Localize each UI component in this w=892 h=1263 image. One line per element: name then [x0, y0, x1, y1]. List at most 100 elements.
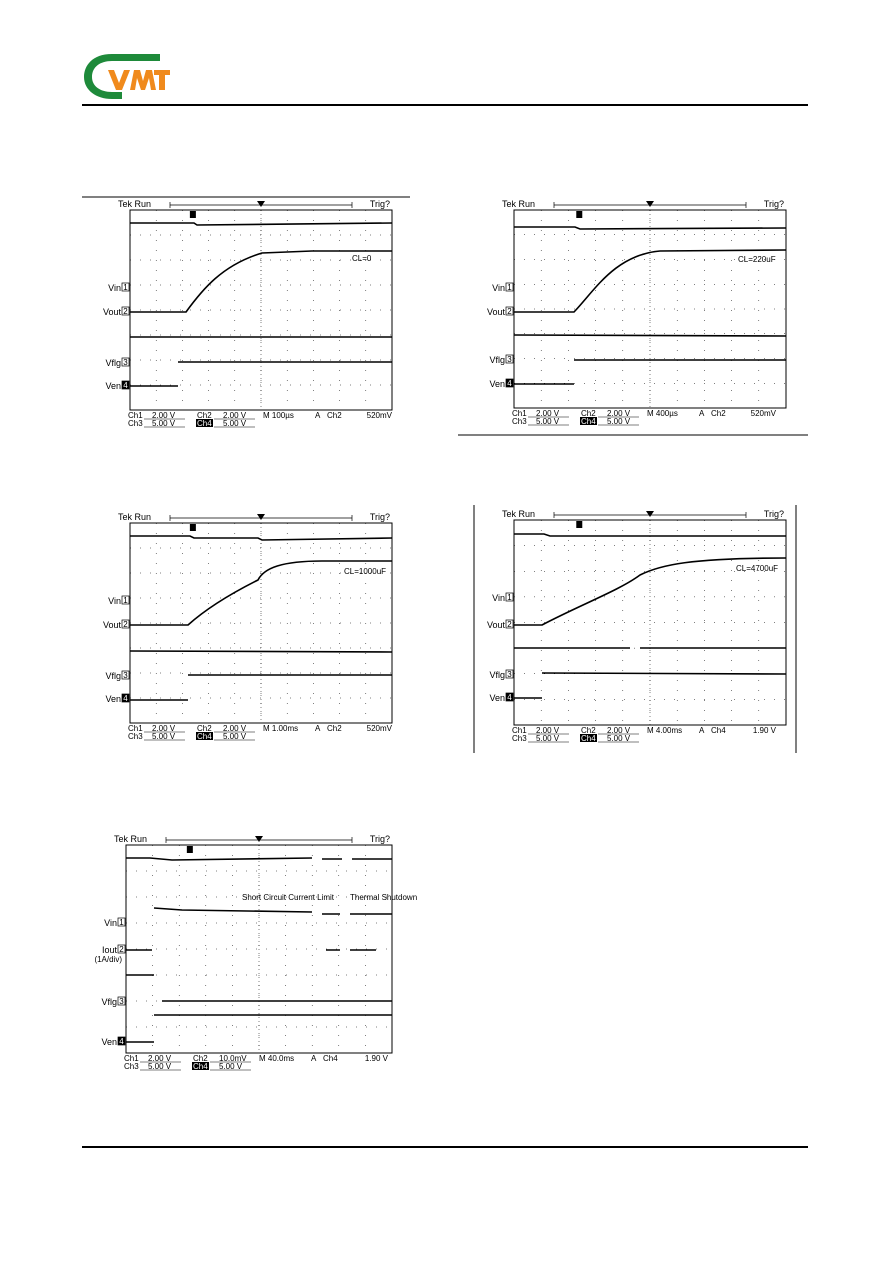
trace-annotation: CL=4700uF — [736, 564, 778, 573]
vmt-logo — [82, 50, 172, 102]
channel-label-3: Vflg — [489, 670, 505, 680]
scope-3: Tek Run Trig? Vin 1 Vout 2 Vflg 3 Ven 4 CL=1000uF C… — [82, 508, 412, 753]
status-line-1-item: M 400µs — [647, 409, 678, 418]
trace-annotation: CL=220uF — [738, 255, 776, 264]
trigger-position-marker — [257, 514, 265, 520]
status-line-2-item: Ch4 — [581, 417, 596, 426]
channel-number-4: 4 — [123, 694, 128, 703]
channel-marker-2 — [121, 619, 130, 629]
s3-group: Tek Run Trig? Vin 1 Vout 2 Vflg 3 Ven 4 CL=1000uF C… — [103, 512, 393, 741]
channel-number-4: 4 — [119, 1037, 124, 1046]
channel-number-3: 3 — [119, 997, 124, 1006]
status-line-1-item: 2.00 V — [536, 409, 560, 418]
channel-marker-2 — [117, 944, 126, 954]
ch4-highlight — [196, 419, 213, 427]
scope-2: Tek Run Trig? Vin 1 Vout 2 Vflg 3 Ven 4 CL=220uF Ch… — [458, 199, 810, 440]
channel-marker-1 — [505, 282, 514, 292]
ch4-highlight — [192, 1062, 209, 1070]
trace-annotation: CL=0 — [352, 254, 372, 263]
status-line-1-item: 520mV — [367, 724, 393, 733]
channel-label-4: Ven — [105, 694, 121, 704]
channel-marker-2 — [121, 306, 130, 316]
status-line-1-item: 520mV — [367, 411, 393, 420]
channel-label-1: Vin — [108, 596, 121, 606]
channel-number-2: 2 — [123, 307, 128, 316]
channel-marker-3 — [121, 670, 130, 680]
channel-number-1: 1 — [123, 283, 128, 292]
status-line-2-item: 5.00 V — [223, 732, 247, 741]
channel-label-4: Ven — [489, 379, 505, 389]
status-line-1-item: 520mV — [751, 409, 777, 418]
trigger-t-marker — [576, 521, 583, 528]
status-line-1-item: Ch1 — [128, 724, 143, 733]
channel-number-2: 2 — [507, 307, 512, 316]
status-line-1-item: 2.00 V — [152, 724, 176, 733]
channel-label-2: Vout — [487, 307, 506, 317]
trace-1 — [130, 250, 392, 313]
trace-0 — [514, 226, 787, 230]
channel-number-3: 3 — [507, 670, 512, 679]
status-line-2-item: Ch3 — [124, 1062, 139, 1071]
footer-rule — [82, 1146, 808, 1148]
status-line-1-item: Ch2 — [711, 409, 726, 418]
status-line-1-item: A — [699, 726, 705, 735]
channel-label-1: Vin — [108, 283, 121, 293]
status-line-1-item: Ch2 — [197, 724, 212, 733]
s4-group: Tek Run Trig? Vin 1 Vout 2 Vflg 3 Ven 4 CL=4700uF C… — [473, 505, 797, 753]
scope-4-svg: Tek Run Trig? Vin 1 Vout 2 Vflg 3 Ven 4 CL=4700uF C… — [473, 505, 797, 753]
channel-number-3: 3 — [123, 358, 128, 367]
channel-number-3: 3 — [507, 355, 512, 364]
tek-run-label: Tek Run — [502, 509, 535, 519]
status-line-1-item: A — [315, 724, 321, 733]
channel-marker-4 — [121, 693, 130, 703]
trace-0 — [130, 222, 393, 226]
status-line-2-item: 5.00 V — [148, 1062, 172, 1071]
trace-2 — [513, 334, 787, 337]
status-line-2-item: 5.00 V — [607, 417, 631, 426]
status-line-2-item: Ch4 — [193, 1062, 208, 1071]
tek-run-label: Tek Run — [502, 199, 535, 209]
status-line-1-item: A — [311, 1054, 317, 1063]
trace-annotation-2: Thermal Shutdown — [350, 893, 417, 902]
channel-number-3: 3 — [123, 671, 128, 680]
channel-label-3: Vflg — [101, 997, 117, 1007]
status-line-1-item: 2.00 V — [223, 411, 247, 420]
trace-1 — [514, 557, 787, 626]
scope-5: Tek Run Trig? Vin 1 Iout 2 Vflg 3 Ven 4 (1A/div) Sh… — [82, 830, 417, 1080]
status-line-1-item: Ch2 — [193, 1054, 208, 1063]
status-line-1-item: M 1.00ms — [263, 724, 298, 733]
channel-marker-3 — [117, 996, 126, 1006]
status-line-2-item: Ch3 — [512, 734, 527, 743]
trace-1 — [514, 249, 787, 313]
status-line-2-item: 5.00 V — [536, 734, 560, 743]
channel-marker-3 — [505, 354, 514, 364]
trace-3 — [541, 672, 787, 675]
channel-label-3: Vflg — [105, 358, 121, 368]
status-line-1-item: 2.00 V — [607, 726, 631, 735]
trigger-t-marker — [186, 846, 193, 853]
channel-number-2: 2 — [507, 620, 512, 629]
channel-marker-2 — [505, 619, 514, 629]
status-line-1-item: Ch1 — [128, 411, 143, 420]
status-line-1-item: M 40.0ms — [259, 1054, 294, 1063]
status-line-1-item: A — [315, 411, 321, 420]
status-line-1-item: Ch2 — [581, 726, 596, 735]
channel-marker-4 — [505, 378, 514, 388]
trigger-t-marker — [189, 524, 196, 531]
trace-annotation: CL=1000uF — [344, 567, 386, 576]
tek-run-label: Tek Run — [118, 512, 151, 522]
s2-group: Tek Run Trig? Vin 1 Vout 2 Vflg 3 Ven 4 CL=220uF Ch… — [458, 199, 808, 436]
trigger-t-marker — [576, 211, 583, 218]
channel-label-3: Vflg — [489, 355, 505, 365]
trigger-position-marker — [646, 201, 654, 207]
status-line-1-item: A — [699, 409, 705, 418]
status-line-2-item: Ch4 — [197, 732, 212, 741]
ch4-highlight — [196, 732, 213, 740]
status-line-2-item: Ch3 — [128, 419, 143, 428]
channel-marker-1 — [121, 595, 130, 605]
channel-label-2: Vout — [103, 620, 122, 630]
scope-1: Tek Run Trig? Vin 1 Vout 2 Vflg 3 Ven 4 CL=0 Ch1 2.0… — [82, 195, 412, 440]
channel-marker-3 — [121, 357, 130, 367]
status-line-1-item: 2.00 V — [536, 726, 560, 735]
channel-marker-2 — [505, 306, 514, 316]
